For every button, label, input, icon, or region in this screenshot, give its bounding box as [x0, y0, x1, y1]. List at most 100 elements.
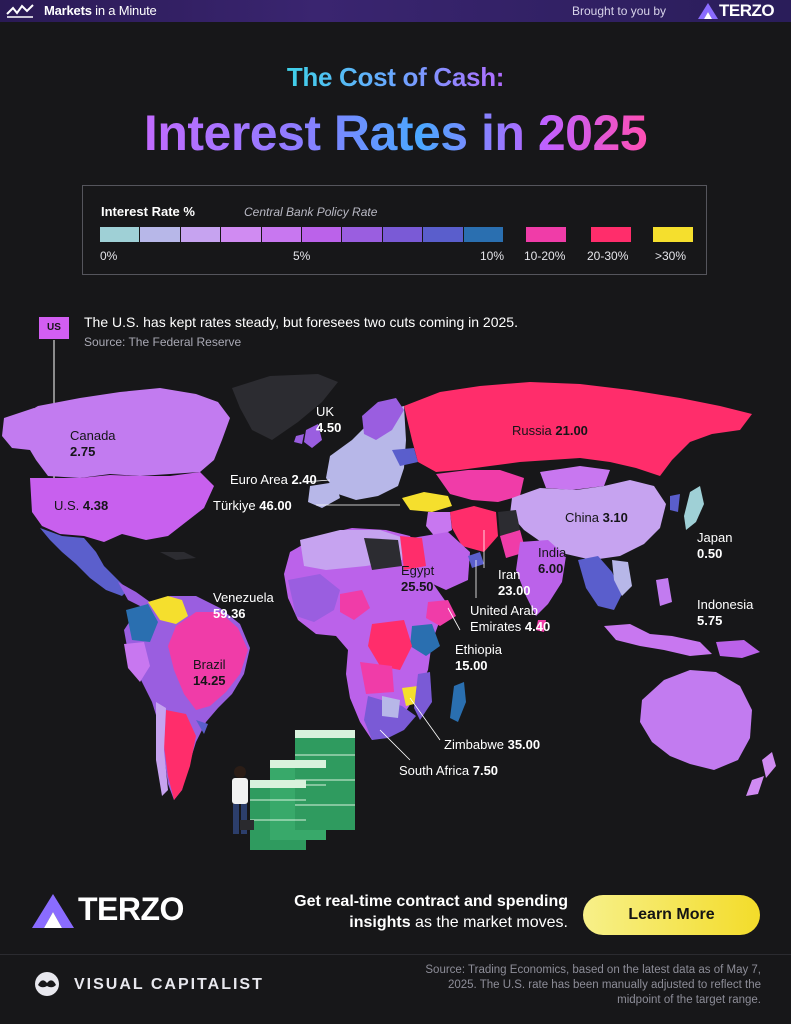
label-venezuela: Venezuela 59.36	[213, 590, 274, 621]
label-ethiopia: Ethiopia 15.00	[455, 642, 502, 673]
mozambique-shape	[414, 672, 432, 720]
madagascar-shape	[450, 682, 466, 722]
korea-shape	[670, 494, 680, 512]
brought-by-text: Brought to you by	[572, 4, 667, 18]
label-china: China 3.10	[565, 510, 628, 525]
caribbean-shape	[160, 552, 196, 560]
west-africa-shape	[288, 574, 340, 622]
russia-shape	[404, 382, 752, 476]
legend-scale-swatch	[100, 227, 141, 242]
world-map: Canada 2.75 U.S. 4.38 UK 4.50 Euro Area 2.…	[0, 290, 791, 850]
alaska-shape	[2, 408, 42, 450]
brand-name: Markets in a Minute	[44, 3, 157, 18]
argentina-shape	[164, 710, 196, 800]
us-callout-tag: US	[39, 317, 69, 339]
legend-tick-min: 0%	[100, 249, 118, 263]
legend-scale-swatch	[382, 227, 424, 242]
label-indonesia: Indonesia 5.75	[697, 597, 754, 628]
iberia-shape	[308, 482, 340, 508]
label-japan: Japan 0.50	[697, 530, 733, 561]
footer-divider	[0, 954, 791, 955]
chile-shape	[156, 702, 168, 796]
australia-shape	[640, 670, 752, 770]
nigeria-shape	[340, 590, 370, 620]
brazil-shape	[168, 612, 248, 710]
cta-text: Get real-time contract and spending insig…	[294, 893, 568, 931]
legend-subtitle: Central Bank Policy Rate	[244, 205, 378, 219]
southern-africa-shape	[364, 696, 416, 740]
iran-shape	[450, 506, 498, 552]
new-zealand-shape	[762, 752, 776, 778]
page-title: Interest Rates in 2025	[143, 105, 648, 161]
us-callout-text: The U.S. has kept rates steady, but fore…	[84, 314, 518, 330]
drc-shape	[368, 620, 412, 670]
label-euro-area: Euro Area 2.40	[230, 472, 317, 487]
legend-title: Interest Rate %	[101, 204, 195, 219]
uk-shape	[304, 424, 322, 448]
mongolia-shape	[540, 466, 610, 490]
peru-shape	[124, 642, 150, 682]
mexico-shape	[40, 528, 128, 596]
markets-in-a-minute-logo-icon	[6, 4, 34, 18]
terzo-logo-icon	[698, 3, 718, 19]
legend-bucket-label-20-30: 20-30%	[587, 249, 629, 263]
sponsor-name: TERZO	[719, 1, 775, 20]
legend-scale-swatch	[342, 227, 383, 242]
label-south-africa: South Africa 7.50	[399, 763, 499, 778]
egypt-shape	[400, 536, 426, 570]
ireland-shape	[294, 434, 304, 444]
publisher-name: VISUAL CAPITALIST	[74, 976, 264, 993]
iraq-shape	[426, 512, 452, 538]
angola-shape	[360, 662, 394, 694]
legend-bucket-label-30-plus: >30%	[655, 249, 687, 263]
source-note: Source: Trading Economics, based on the …	[425, 964, 761, 1006]
legend-bucket-label-10-20: 10-20%	[524, 249, 566, 263]
footer-sponsor-name: TERZO	[78, 891, 184, 927]
label-zimbabwe: Zimbabwe 35.00	[444, 737, 541, 752]
sri-lanka-shape	[536, 620, 546, 632]
legend-scale-swatch	[180, 227, 222, 242]
philippines-shape	[656, 578, 672, 606]
botswana-shape	[382, 696, 400, 718]
label-canada: Canada 2.75	[70, 428, 116, 459]
label-russia: Russia 21.00	[512, 423, 588, 438]
legend-swatch-10-20	[526, 227, 566, 242]
central-asia-shape	[436, 470, 524, 502]
terzo-footer-logo-icon	[32, 894, 74, 928]
turkiye-shape	[402, 492, 452, 512]
legend-scale-swatch	[302, 227, 343, 242]
canada-shape	[10, 388, 230, 478]
us-callout-source: Source: The Federal Reserve	[84, 335, 242, 349]
businessman-figure	[232, 766, 254, 834]
legend-tick-mid: 5%	[293, 249, 311, 263]
legend: Interest Rate % Central Bank Policy Rate…	[82, 185, 707, 275]
label-turkiye: Türkiye 46.00	[213, 498, 292, 513]
legend-swatch-20-30	[591, 227, 631, 242]
legend-scale-swatch	[423, 227, 464, 242]
legend-scale-swatch	[221, 227, 262, 242]
legend-tick-max: 10%	[480, 249, 505, 263]
label-us: U.S. 4.38	[54, 498, 109, 513]
china-shape	[510, 480, 666, 560]
top-bar: Markets in a Minute Brought to you by TE…	[0, 0, 791, 22]
label-uae: United Arab Emirates 4.40	[470, 603, 551, 634]
vietnam-shape	[612, 560, 632, 596]
label-india: India 6.00	[538, 545, 567, 576]
uruguay-shape	[196, 720, 208, 734]
central-america-shape	[118, 582, 150, 608]
ukraine-shape	[392, 448, 418, 466]
legend-scale-swatch	[463, 227, 505, 242]
japan-shape	[684, 486, 704, 530]
greenland-shape	[232, 374, 338, 440]
afghanistan-shape	[498, 510, 520, 536]
east-africa-shape	[410, 624, 440, 656]
legend-scale-swatch	[261, 227, 303, 242]
label-brazil: Brazil 14.25	[193, 657, 226, 688]
world-map-graphic	[2, 340, 776, 850]
learn-more-button[interactable]: Learn More	[583, 895, 760, 935]
legend-color-scale	[100, 227, 505, 242]
label-iran: Iran 23.00	[498, 567, 531, 598]
cash-stack-illustration	[250, 730, 355, 850]
colombia-shape	[126, 604, 158, 642]
ethiopia-shape	[426, 600, 456, 626]
